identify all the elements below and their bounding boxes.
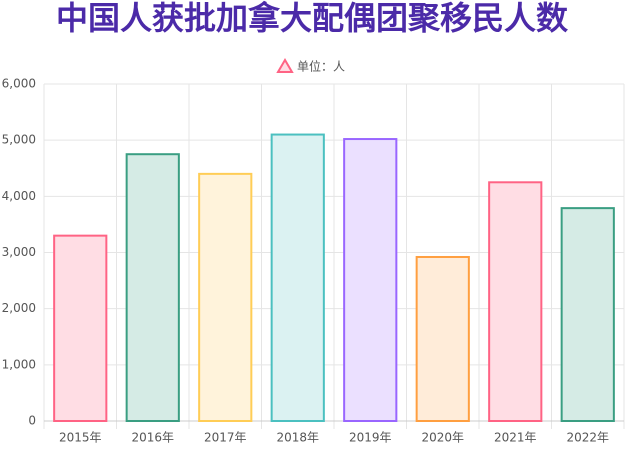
bar <box>488 181 543 422</box>
y-tick-label: 2,000 <box>2 301 36 315</box>
y-tick-label: 3,000 <box>2 245 36 259</box>
y-tick-label: 5,000 <box>2 133 36 147</box>
bar <box>415 255 470 423</box>
x-tick-label: 2017年 <box>204 431 247 445</box>
x-tick-label: 2020年 <box>421 431 464 445</box>
bar <box>125 153 180 422</box>
x-tick-label: 2021年 <box>494 431 537 445</box>
x-tick-label: 2016年 <box>131 431 174 445</box>
chart-title: 中国人获批加拿大配偶团聚移民人数 <box>56 0 569 37</box>
bar <box>198 172 253 422</box>
bar <box>560 207 615 422</box>
legend-label: 单位：人 <box>297 59 345 74</box>
x-tick-label: 2018年 <box>276 431 319 445</box>
x-tick-label: 2019年 <box>349 431 392 445</box>
legend-icon <box>276 58 294 73</box>
bar <box>53 234 108 422</box>
y-tick-label: 0 <box>28 414 36 428</box>
y-tick-label: 4,000 <box>2 189 36 203</box>
y-tick-label: 6,000 <box>2 77 36 91</box>
bar <box>343 138 398 422</box>
y-tick-label: 1,000 <box>2 357 36 371</box>
bar <box>270 133 325 423</box>
x-tick-label: 2015年 <box>59 431 102 445</box>
x-tick-label: 2022年 <box>566 431 609 445</box>
